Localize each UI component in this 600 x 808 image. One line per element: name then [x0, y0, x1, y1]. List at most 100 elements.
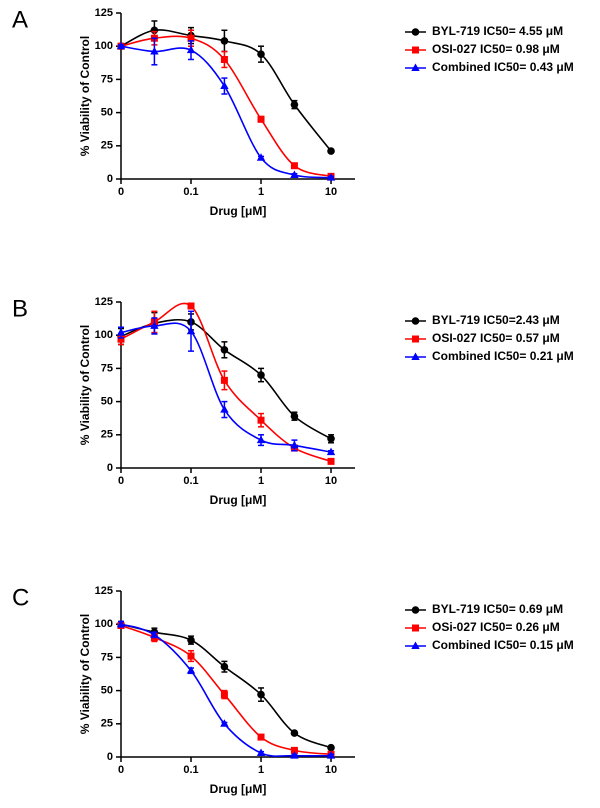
legend-label: OSI-027 IC50= 0.98 μM	[432, 42, 560, 56]
x-tick-label: 0	[118, 475, 124, 487]
legend-marker	[411, 63, 420, 71]
marker	[220, 691, 228, 699]
y-axis-title: % Viability of Control	[78, 36, 92, 156]
x-tick-label: 0.1	[183, 475, 198, 487]
fit-curve	[120, 623, 332, 749]
marker	[220, 55, 228, 63]
marker	[256, 748, 266, 757]
marker	[257, 690, 265, 699]
x-axis-title: Drug [μM]	[210, 493, 267, 507]
marker	[257, 733, 265, 741]
legend-marker	[412, 46, 419, 54]
marker	[326, 447, 336, 456]
marker	[220, 719, 229, 727]
marker	[327, 743, 335, 752]
y-tick-label: 100	[95, 329, 113, 341]
legend-label: Combined IC50= 0.15 μM	[432, 638, 574, 652]
y-tick-label: 100	[95, 40, 113, 52]
marker	[290, 746, 298, 754]
legend-label: Combined IC50= 0.43 μM	[432, 60, 574, 74]
marker	[117, 335, 125, 343]
y-tick-label: 75	[101, 73, 113, 85]
marker	[290, 170, 299, 179]
panel-label: A	[12, 6, 28, 33]
marker	[257, 416, 265, 424]
y-tick-label: 25	[101, 429, 113, 441]
marker	[257, 115, 265, 123]
legend-label: BYL-719 IC50= 0.69 μM	[432, 602, 563, 616]
legend-marker	[411, 352, 420, 360]
marker	[326, 173, 336, 181]
y-tick-label: 0	[107, 462, 113, 474]
y-axis-title: % Viability of Control	[78, 325, 92, 445]
y-tick-label: 75	[101, 651, 113, 663]
y-tick-label: 0	[107, 751, 113, 763]
marker	[220, 376, 228, 384]
marker	[187, 636, 195, 644]
marker	[186, 326, 196, 335]
marker	[150, 47, 159, 55]
marker	[220, 81, 229, 90]
marker	[116, 328, 126, 336]
marker	[290, 412, 299, 421]
marker	[116, 41, 126, 50]
marker	[290, 440, 299, 449]
marker	[220, 346, 229, 354]
legend-marker	[411, 606, 420, 614]
marker	[150, 630, 159, 638]
marker	[327, 147, 335, 155]
marker	[326, 751, 336, 759]
y-tick-label: 25	[101, 140, 113, 152]
x-tick-label: 0	[118, 186, 124, 198]
y-tick-label: 125	[95, 585, 113, 597]
marker	[256, 435, 266, 444]
marker	[290, 729, 299, 737]
x-tick-label: 0.1	[183, 764, 198, 776]
y-tick-label: 125	[95, 7, 113, 19]
x-tick-label: 1	[258, 764, 264, 776]
y-tick-label: 75	[101, 362, 113, 374]
marker	[150, 321, 159, 329]
marker	[257, 371, 265, 379]
x-tick-label: 10	[325, 475, 337, 487]
marker	[116, 619, 126, 628]
legend-label: BYL-719 IC50=2.43 μM	[432, 313, 560, 327]
marker	[290, 162, 298, 170]
y-tick-label: 100	[95, 618, 113, 630]
x-tick-label: 10	[325, 764, 337, 776]
x-tick-label: 1	[258, 186, 264, 198]
fit-curve	[120, 29, 332, 152]
legend-label: OSi-027 IC50= 0.26 μM	[432, 620, 560, 634]
legend-marker	[411, 28, 420, 36]
x-axis-title: Drug [μM]	[210, 204, 267, 218]
legend-marker	[411, 641, 420, 649]
x-tick-label: 0	[118, 764, 124, 776]
legend-label: OSI-027 IC50= 0.57 μM	[432, 331, 560, 345]
x-axis-title: Drug [μM]	[210, 782, 267, 796]
marker	[220, 405, 229, 413]
marker	[256, 153, 266, 161]
legend-marker	[412, 335, 419, 343]
marker	[327, 457, 335, 465]
marker	[220, 37, 229, 45]
marker	[187, 34, 195, 42]
marker	[257, 50, 265, 58]
marker	[186, 45, 196, 54]
x-tick-label: 1	[258, 475, 264, 487]
y-tick-label: 25	[101, 718, 113, 730]
legend-label: BYL-719 IC50= 4.55 μM	[432, 24, 563, 38]
marker	[327, 434, 335, 443]
x-tick-label: 0.1	[183, 186, 198, 198]
legend-label: Combined IC50= 0.21 μM	[432, 349, 574, 363]
marker	[290, 100, 299, 109]
marker	[220, 662, 229, 671]
legend-marker	[412, 624, 419, 632]
marker	[186, 666, 196, 674]
y-axis-title: % Viability of Control	[78, 614, 92, 734]
panel-label: B	[12, 295, 28, 322]
y-tick-label: 0	[107, 173, 113, 185]
marker	[187, 302, 195, 310]
y-tick-label: 50	[101, 685, 113, 697]
marker	[187, 652, 195, 660]
